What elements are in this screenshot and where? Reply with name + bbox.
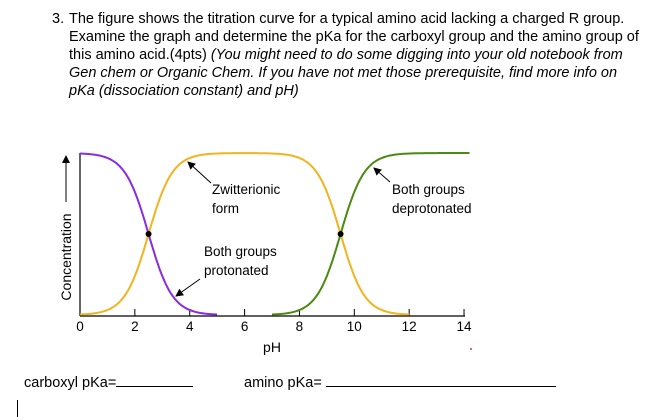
x-tick-label: 4 (186, 319, 194, 334)
y-axis-label: Concentration (58, 213, 74, 300)
series-line-1 (79, 152, 410, 316)
stray-red-dot (470, 348, 472, 350)
inflection-point (337, 231, 344, 237)
x-tick-label: 14 (457, 319, 473, 334)
amino-answer: amino pKa= (244, 372, 556, 391)
label-zwitterionic-2: form (212, 201, 239, 216)
series-line-2 (271, 152, 470, 316)
x-tick-label: 0 (76, 319, 84, 334)
carboxyl-answer: carboxyl pKa= (24, 372, 194, 391)
x-axis-label: pH (263, 339, 281, 355)
label-deprotonated-2: deprotonated (392, 201, 472, 216)
x-tick-label: 2 (131, 319, 139, 334)
x-tick-label: 8 (296, 319, 304, 334)
carboxyl-blank[interactable] (116, 372, 194, 387)
question-text: The figure shows the titration curve for… (69, 11, 639, 63)
arrow-zwitterionic (187, 161, 212, 184)
question-hint: (You might need to do some digging into … (69, 47, 623, 99)
arrow-deprotonated (373, 167, 391, 183)
text-cursor (17, 400, 18, 417)
question-number: 3. (52, 11, 65, 27)
label-protonated-1: Both groups (204, 244, 277, 259)
question: 3. The figure shows the titration curve … (52, 10, 642, 100)
inflection-point (145, 231, 152, 237)
label-zwitterionic-1: Zwitterionic (212, 182, 281, 197)
label-protonated-2: protonated (204, 263, 269, 278)
x-tick-label: 6 (241, 319, 249, 334)
x-tick-label: 10 (347, 319, 362, 334)
label-deprotonated-1: Both groups (392, 182, 465, 197)
amino-label: amino pKa= (244, 375, 322, 391)
arrow-protonated (175, 278, 201, 297)
x-tick-label: 12 (402, 319, 417, 334)
carboxyl-label: carboxyl pKa= (24, 375, 117, 391)
amino-blank[interactable] (325, 372, 556, 387)
